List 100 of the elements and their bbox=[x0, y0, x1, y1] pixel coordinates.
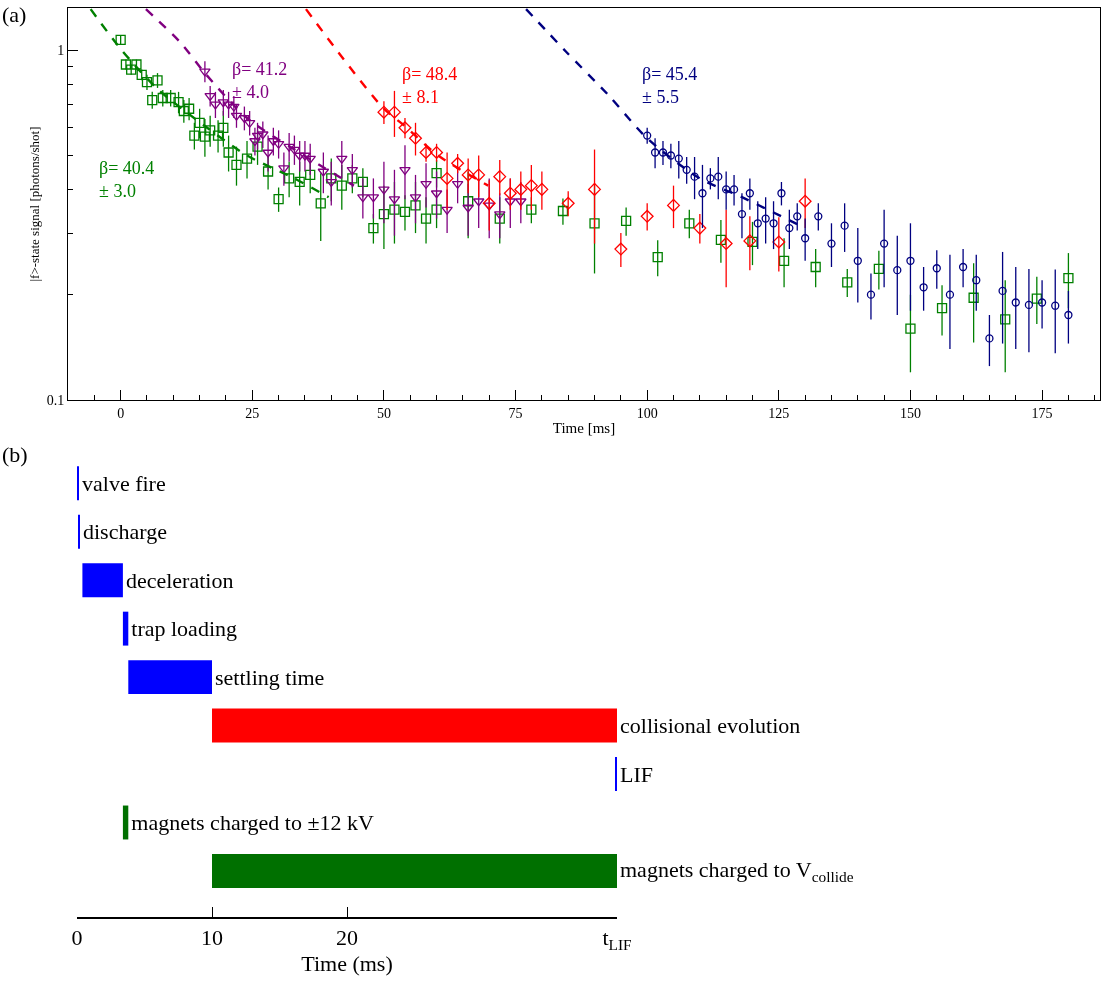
point bbox=[199, 68, 211, 77]
point bbox=[706, 174, 715, 183]
point bbox=[853, 256, 862, 265]
category-label: deceleration bbox=[125, 567, 234, 593]
point bbox=[893, 266, 902, 275]
chart-title: (a) bbox=[2, 2, 27, 27]
point bbox=[387, 105, 401, 119]
point bbox=[514, 182, 528, 196]
point bbox=[666, 151, 676, 160]
category-label: discharge bbox=[83, 519, 167, 545]
point bbox=[524, 179, 538, 193]
point bbox=[378, 186, 390, 195]
point bbox=[420, 180, 432, 189]
point bbox=[737, 209, 747, 219]
point bbox=[398, 121, 412, 135]
chart-title: (b) bbox=[2, 442, 28, 467]
annotation: β= 41.2 ± 4.0 bbox=[232, 59, 288, 103]
point bbox=[729, 185, 739, 194]
point bbox=[614, 242, 628, 256]
point bbox=[958, 262, 968, 272]
category-label: trap loading bbox=[131, 616, 237, 642]
bar bbox=[82, 563, 123, 598]
point bbox=[493, 170, 507, 184]
point bbox=[658, 148, 668, 157]
point bbox=[643, 131, 652, 140]
point bbox=[667, 198, 681, 212]
x-tick-label: 20 bbox=[336, 925, 358, 951]
point bbox=[827, 239, 836, 248]
point bbox=[814, 212, 823, 221]
category-label: magnets charged to ±12 kV bbox=[131, 809, 374, 835]
point bbox=[932, 264, 941, 273]
category-label: valve fire bbox=[82, 470, 166, 496]
point bbox=[772, 235, 786, 249]
y-tick-label: 1 bbox=[57, 43, 65, 59]
point bbox=[283, 143, 295, 152]
point bbox=[278, 165, 290, 174]
point bbox=[640, 209, 654, 223]
point bbox=[743, 234, 757, 248]
x-tick-label: 10 bbox=[201, 925, 223, 951]
point bbox=[719, 237, 733, 251]
annotation: β= 45.4 ± 5.5 bbox=[642, 64, 698, 108]
point bbox=[441, 206, 453, 215]
point bbox=[972, 276, 981, 285]
point bbox=[1051, 301, 1060, 310]
point bbox=[906, 256, 915, 265]
point bbox=[800, 234, 810, 243]
point bbox=[945, 290, 955, 299]
category-label: settling time bbox=[215, 664, 325, 690]
point bbox=[674, 154, 683, 163]
point bbox=[472, 168, 486, 182]
point bbox=[840, 221, 849, 230]
point bbox=[535, 182, 549, 196]
point bbox=[693, 221, 707, 235]
point bbox=[409, 131, 423, 145]
annotation: β= 48.4 ± 8.1 bbox=[402, 64, 458, 108]
point bbox=[745, 189, 755, 198]
bar bbox=[128, 660, 212, 695]
point bbox=[698, 189, 707, 198]
bar bbox=[122, 611, 129, 646]
point bbox=[461, 168, 475, 182]
point bbox=[1064, 310, 1073, 320]
point bbox=[377, 105, 391, 119]
y-axis-title: |f>-state signal [photons/shot] bbox=[26, 126, 42, 282]
x-axis-title: Time [ms] bbox=[552, 419, 616, 436]
x-axis-title: Time (ms) bbox=[301, 951, 393, 977]
point bbox=[1024, 300, 1034, 310]
x-tick-label: 25 bbox=[245, 405, 260, 421]
x-tick-label: 50 bbox=[376, 405, 391, 421]
point bbox=[919, 283, 928, 292]
point bbox=[482, 196, 496, 210]
point bbox=[753, 219, 762, 228]
point bbox=[357, 194, 369, 203]
x-tick-label: 175 bbox=[1031, 405, 1053, 421]
x-tick-label: 0 bbox=[71, 925, 83, 951]
point bbox=[998, 286, 1007, 296]
point bbox=[430, 145, 444, 159]
x-tick-label: 100 bbox=[636, 405, 658, 421]
point bbox=[985, 334, 994, 343]
x-tick-label: 150 bbox=[899, 405, 921, 421]
point bbox=[451, 156, 465, 170]
point bbox=[588, 182, 602, 196]
point bbox=[682, 165, 691, 174]
point bbox=[866, 290, 876, 299]
x-tick-label: 125 bbox=[768, 405, 790, 421]
point bbox=[299, 152, 311, 161]
category-label: magnets charged to V$_{collide}$ bbox=[620, 857, 854, 885]
point bbox=[440, 171, 454, 185]
point bbox=[419, 145, 433, 159]
bar bbox=[212, 708, 617, 743]
point bbox=[798, 194, 812, 208]
point bbox=[262, 149, 274, 158]
point bbox=[714, 172, 723, 181]
point bbox=[785, 223, 794, 233]
point bbox=[761, 214, 770, 223]
point bbox=[249, 138, 261, 147]
point bbox=[399, 166, 411, 175]
point bbox=[769, 219, 778, 228]
point bbox=[879, 239, 889, 248]
annotation: β= 40.4 ± 3.0 bbox=[99, 158, 155, 202]
bar bbox=[212, 853, 617, 888]
